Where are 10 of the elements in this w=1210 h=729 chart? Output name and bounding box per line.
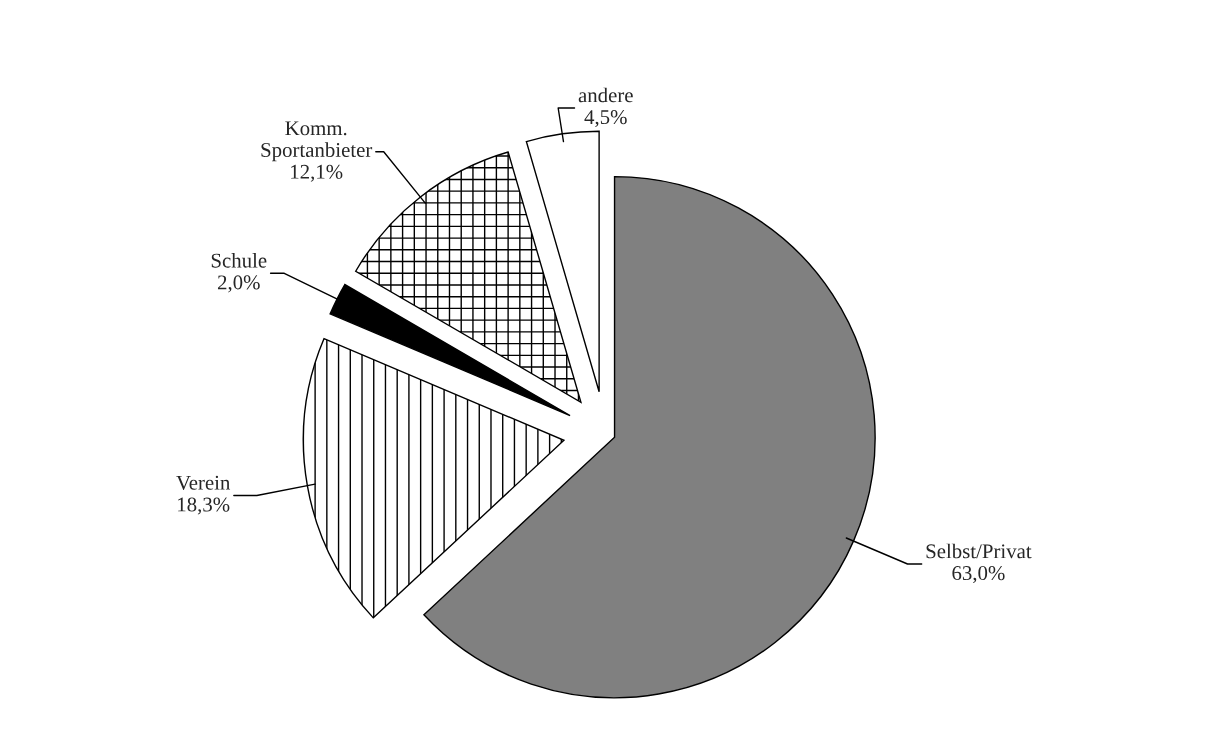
legend-label: Selbst/Privat — [926, 543, 1032, 559]
data-label: 18,3% — [178, 497, 230, 515]
slice-label: andere — [578, 87, 633, 103]
slice-label: Verein — [176, 475, 231, 490]
data-label: 2,0% — [217, 275, 260, 293]
data-label: 63,0% — [952, 566, 1005, 584]
data-label: 12,1% — [291, 164, 343, 182]
slice-label: Komm. Sportanbieter — [261, 121, 373, 162]
slice-label: Schule — [211, 252, 267, 268]
data-label: 4,5% — [584, 110, 627, 128]
